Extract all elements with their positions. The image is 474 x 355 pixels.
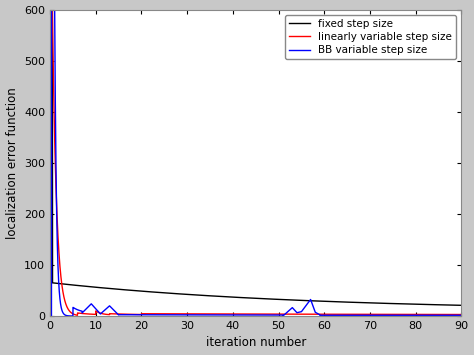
X-axis label: iteration number: iteration number xyxy=(206,337,306,349)
BB variable step size xyxy=(315,311,320,316)
linearly variable step size xyxy=(204,312,210,316)
fixed step size xyxy=(385,301,391,306)
Line: fixed step size: fixed step size xyxy=(50,10,461,305)
BB variable step size xyxy=(458,313,464,317)
fixed step size xyxy=(47,7,53,12)
linearly variable step size xyxy=(294,312,300,316)
Legend: fixed step size, linearly variable step size, BB variable step size: fixed step size, linearly variable step … xyxy=(285,15,456,59)
fixed step size xyxy=(458,303,464,307)
linearly variable step size xyxy=(47,7,53,12)
linearly variable step size xyxy=(315,312,320,316)
BB variable step size xyxy=(49,7,55,12)
fixed step size xyxy=(294,298,300,302)
BB variable step size xyxy=(204,313,210,317)
Line: linearly variable step size: linearly variable step size xyxy=(50,10,461,315)
BB variable step size xyxy=(47,314,53,318)
BB variable step size xyxy=(385,313,391,317)
fixed step size xyxy=(204,294,210,298)
fixed step size xyxy=(122,288,128,292)
BB variable step size xyxy=(354,313,360,317)
BB variable step size xyxy=(294,311,300,315)
Y-axis label: localization error function: localization error function xyxy=(6,87,18,239)
Line: BB variable step size: BB variable step size xyxy=(50,10,461,316)
linearly variable step size xyxy=(122,312,128,316)
linearly variable step size xyxy=(74,313,80,317)
fixed step size xyxy=(354,300,360,305)
BB variable step size xyxy=(122,313,128,317)
linearly variable step size xyxy=(458,312,464,317)
linearly variable step size xyxy=(385,312,391,317)
linearly variable step size xyxy=(354,312,360,316)
fixed step size xyxy=(315,299,320,303)
